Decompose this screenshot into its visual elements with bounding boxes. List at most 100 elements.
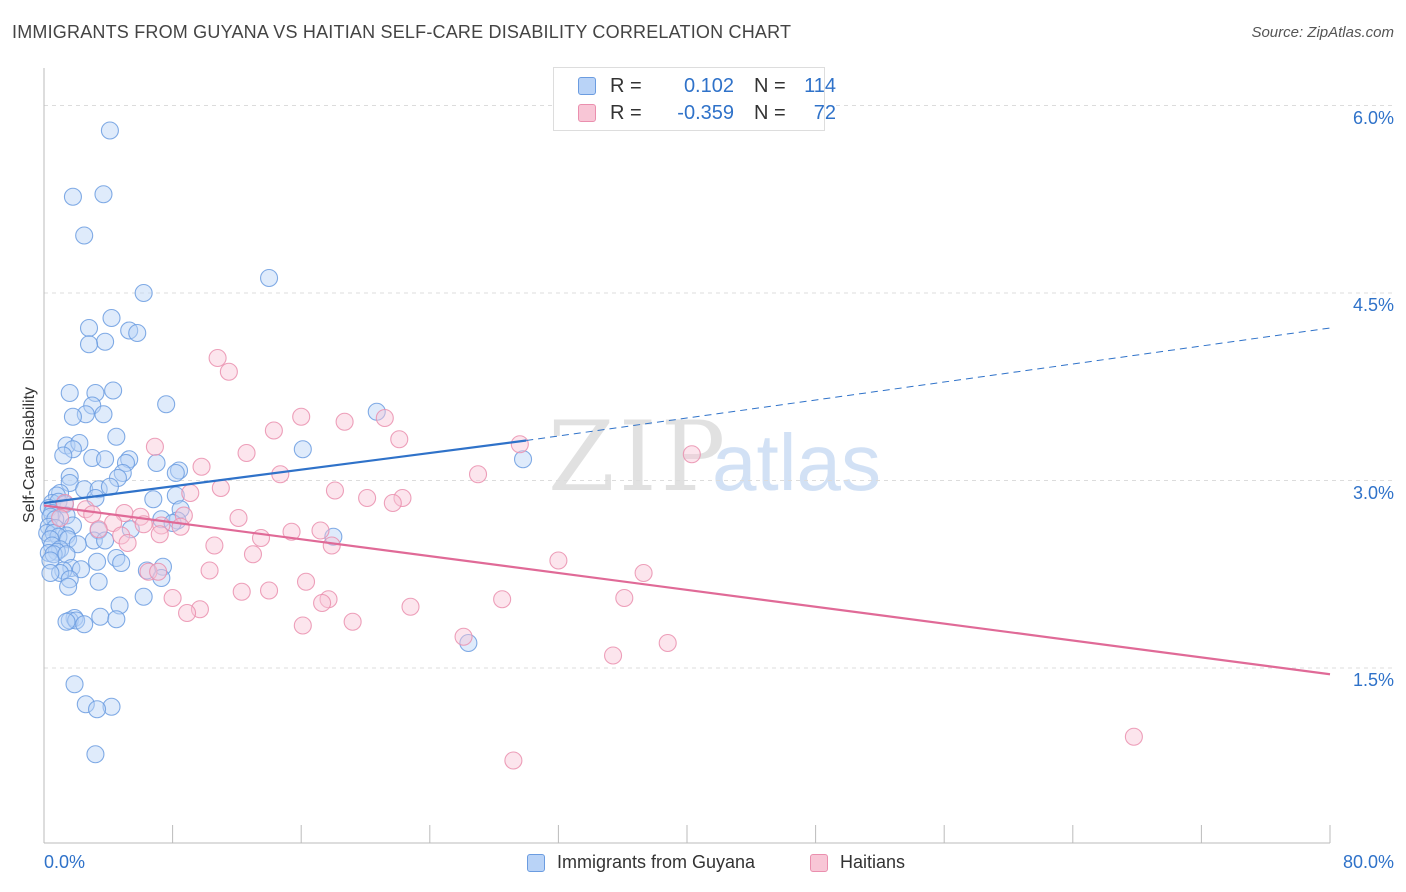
bottom-legend-label-haitians: Haitians <box>840 852 906 872</box>
data-point <box>504 751 523 770</box>
data-point <box>63 440 82 459</box>
data-point <box>149 562 168 581</box>
data-point <box>89 572 108 591</box>
data-point <box>219 362 238 381</box>
data-point <box>259 268 279 288</box>
data-point <box>75 615 94 634</box>
y-tick-label: 3.0% <box>1352 482 1394 503</box>
legend-r-label: R = <box>610 101 642 124</box>
data-point <box>96 450 115 469</box>
data-point <box>208 348 227 368</box>
y-tick-label: 1.5% <box>1352 670 1394 690</box>
data-point <box>87 552 107 571</box>
data-point <box>104 381 123 400</box>
data-point <box>41 563 60 583</box>
legend-r-label: R = <box>610 74 642 97</box>
data-point <box>251 528 271 548</box>
data-point <box>634 563 653 583</box>
data-point <box>682 445 701 464</box>
data-point <box>163 588 182 608</box>
data-point <box>157 395 176 414</box>
data-point <box>343 612 362 631</box>
data-point <box>459 633 478 653</box>
data-point <box>192 457 211 476</box>
data-point <box>96 332 115 351</box>
data-point <box>604 646 623 665</box>
data-point <box>658 633 677 653</box>
data-point <box>68 535 87 554</box>
data-point <box>89 520 108 539</box>
data-point <box>134 283 153 303</box>
data-point <box>513 450 533 469</box>
x-tick-label-min: 0.0% <box>44 852 86 872</box>
data-point <box>510 435 529 454</box>
y-axis-label: Self-Care Disability <box>21 386 38 524</box>
data-point <box>94 405 113 424</box>
data-point <box>83 448 102 468</box>
trendline-haitians <box>43 504 1331 676</box>
data-point <box>113 463 132 483</box>
x-ticks <box>43 825 1331 843</box>
data-point <box>325 481 345 500</box>
legend-n-value: 72 <box>813 101 836 124</box>
data-point <box>102 697 121 716</box>
data-point <box>79 335 99 354</box>
data-point <box>393 488 412 508</box>
data-point <box>57 612 76 631</box>
data-point <box>79 318 99 338</box>
data-point <box>144 490 163 509</box>
data-point <box>54 446 73 465</box>
data-point <box>145 437 164 456</box>
data-point <box>454 627 473 646</box>
data-point <box>107 548 126 568</box>
legend-row-haitians: R = -0.359 N = 72 <box>578 100 836 126</box>
data-point <box>200 561 219 580</box>
data-point <box>102 308 121 328</box>
data-point <box>171 517 190 536</box>
bottom-legend-swatch-guyana <box>527 853 545 872</box>
data-point <box>112 526 131 545</box>
legend-swatch-haitians <box>578 104 596 122</box>
trendline-guyana <box>43 439 527 505</box>
data-point <box>549 551 568 570</box>
data-point <box>322 536 341 555</box>
data-point <box>94 185 113 204</box>
data-point <box>51 563 70 583</box>
data-point <box>139 562 158 581</box>
legend-r-value: 0.102 <box>683 74 734 97</box>
data-point <box>83 505 102 524</box>
data-point <box>87 700 107 719</box>
watermark: ZIP atlas <box>548 401 881 513</box>
data-point <box>59 577 78 596</box>
y-tick-label: 6.0% <box>1352 107 1394 128</box>
data-point <box>292 407 311 426</box>
trendlines <box>43 327 1331 676</box>
data-point <box>1124 727 1143 746</box>
watermark-atlas: atlas <box>712 418 881 507</box>
data-point <box>63 187 82 206</box>
legend-n-label: N = <box>754 101 786 124</box>
bottom-legend-swatch-haitians <box>810 853 828 872</box>
data-point <box>211 478 230 498</box>
data-point <box>259 581 279 600</box>
data-point <box>107 610 126 629</box>
legend-row-guyana: R = 0.102 N = 114 <box>578 73 836 99</box>
chart-title: IMMIGRANTS FROM GUYANA VS HAITIAN SELF-C… <box>12 22 792 42</box>
data-point <box>118 533 137 553</box>
data-point <box>358 488 377 508</box>
series-haitians <box>51 348 1143 770</box>
data-point <box>41 551 60 570</box>
gridlines <box>44 105 1394 669</box>
data-point <box>243 545 263 564</box>
data-point <box>75 226 94 245</box>
data-point <box>150 525 169 544</box>
data-point <box>60 467 79 486</box>
data-point <box>60 570 79 589</box>
data-point <box>401 597 420 616</box>
data-point <box>205 536 224 555</box>
legend-swatch-guyana <box>578 77 596 95</box>
chart-source: Source: ZipAtlas.com <box>1251 24 1394 41</box>
data-point <box>86 745 105 764</box>
data-point <box>166 463 185 483</box>
